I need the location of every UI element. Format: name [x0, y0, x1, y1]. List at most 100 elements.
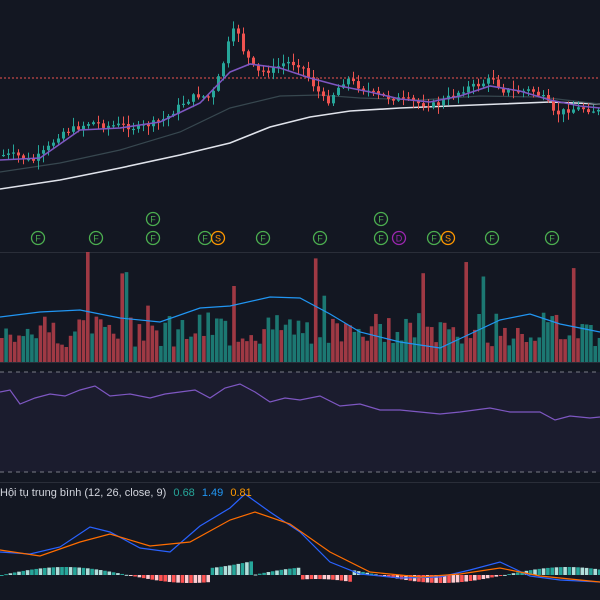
volume-bar	[219, 318, 223, 362]
volume-bar	[597, 337, 600, 362]
volume-bar	[202, 335, 206, 362]
candle-body	[52, 142, 55, 146]
macd-histogram-bar	[442, 575, 447, 583]
macd-histogram-bar	[150, 575, 155, 580]
ma-fast-line	[0, 63, 600, 161]
volume-bar	[395, 331, 400, 362]
rsi-pane[interactable]	[0, 362, 600, 482]
pane-separator[interactable]	[0, 252, 600, 253]
volume-bar	[365, 340, 370, 362]
macd-histogram-bar	[98, 570, 103, 575]
rsi-chart[interactable]	[0, 362, 600, 482]
macd-histogram-bar	[189, 575, 193, 583]
volume-bar	[494, 313, 499, 362]
candle-body	[102, 123, 105, 128]
pane-separator[interactable]	[0, 482, 600, 483]
candle-body	[212, 90, 215, 98]
event-marker-icon	[544, 230, 560, 246]
volume-bar	[339, 341, 344, 362]
volume-bar	[270, 329, 275, 362]
candle-body	[472, 83, 475, 87]
event-marker-icon	[145, 211, 161, 227]
candle-body	[477, 83, 480, 87]
candle-body	[407, 97, 410, 99]
volume-bar	[77, 319, 81, 362]
macd-chart[interactable]	[0, 482, 600, 600]
candle-body	[577, 107, 580, 110]
price-chart[interactable]: F FFF F S F FFF D F S F F	[0, 0, 600, 252]
volume-bar	[369, 326, 374, 362]
candle-body	[87, 124, 90, 126]
macd-histogram-bar	[94, 569, 99, 575]
macd-histogram-bar	[163, 575, 167, 582]
macd-histogram-bar	[309, 575, 314, 580]
volume-bar	[567, 335, 572, 362]
candle-body	[417, 100, 420, 104]
macd-histogram-bar	[55, 567, 60, 575]
macd-histogram-bar	[417, 575, 421, 582]
volume-bar	[60, 344, 64, 362]
volume-bar	[197, 314, 202, 362]
volume-bar	[559, 339, 563, 362]
volume-bar	[511, 338, 516, 362]
candle-body	[72, 126, 75, 132]
candle-body	[532, 89, 535, 92]
macd-histogram-bar	[159, 575, 163, 581]
volume-bar	[451, 327, 456, 362]
candle-body	[77, 126, 80, 130]
macd-histogram-bar	[4, 574, 8, 576]
macd-histogram-bar	[563, 567, 567, 575]
macd-histogram-bar	[133, 575, 137, 577]
pane-separator[interactable]	[0, 362, 600, 363]
macd-histogram-bar	[107, 571, 112, 575]
volume-bar	[468, 338, 473, 362]
volume-bar	[352, 331, 357, 362]
macd-histogram-bar	[38, 568, 43, 575]
candle-body	[12, 152, 15, 154]
candle-body	[357, 81, 360, 89]
macd-histogram-bar	[60, 567, 64, 575]
volume-bar	[322, 295, 327, 362]
volume-bar	[129, 317, 133, 362]
volume-bar	[167, 316, 172, 362]
macd-pane[interactable]	[0, 482, 600, 600]
candle-body	[237, 28, 240, 34]
volume-bar	[442, 322, 447, 362]
volume-bar	[447, 329, 451, 362]
candle-body	[437, 102, 440, 106]
macd-histogram-bar	[206, 575, 210, 583]
macd-histogram-bar	[172, 575, 176, 583]
candle-body	[467, 86, 470, 93]
candle-body	[482, 83, 485, 87]
volume-bar	[8, 334, 13, 362]
macd-histogram-bar	[124, 574, 129, 576]
macd-histogram-bar	[301, 575, 305, 580]
macd-histogram-bar	[111, 572, 116, 575]
macd-histogram-bar	[180, 575, 185, 583]
macd-histogram-bar	[12, 572, 17, 575]
macd-histogram-bar	[369, 573, 374, 575]
volume-chart[interactable]	[0, 252, 600, 362]
candle-body	[557, 110, 560, 115]
volume-bar	[335, 323, 339, 362]
candle-body	[297, 65, 300, 68]
volume-bar	[68, 335, 73, 362]
volume-bar	[361, 336, 365, 362]
volume-bar	[103, 326, 107, 362]
volume-bar	[172, 346, 176, 362]
volume-pane[interactable]	[0, 252, 600, 362]
candle-body	[107, 125, 110, 128]
volume-bar	[528, 337, 533, 362]
macd-histogram-bar	[322, 575, 327, 580]
volume-bar	[133, 346, 137, 362]
candle-body	[287, 61, 290, 64]
volume-bar	[546, 322, 550, 362]
event-marker-label: F	[35, 234, 41, 244]
macd-histogram-bar	[116, 573, 120, 575]
candle-body	[272, 66, 275, 73]
macd-histogram-bar	[137, 575, 142, 578]
macd-histogram-bar	[81, 567, 86, 575]
volume-bar	[38, 325, 43, 362]
macd-histogram-bar	[34, 568, 38, 575]
